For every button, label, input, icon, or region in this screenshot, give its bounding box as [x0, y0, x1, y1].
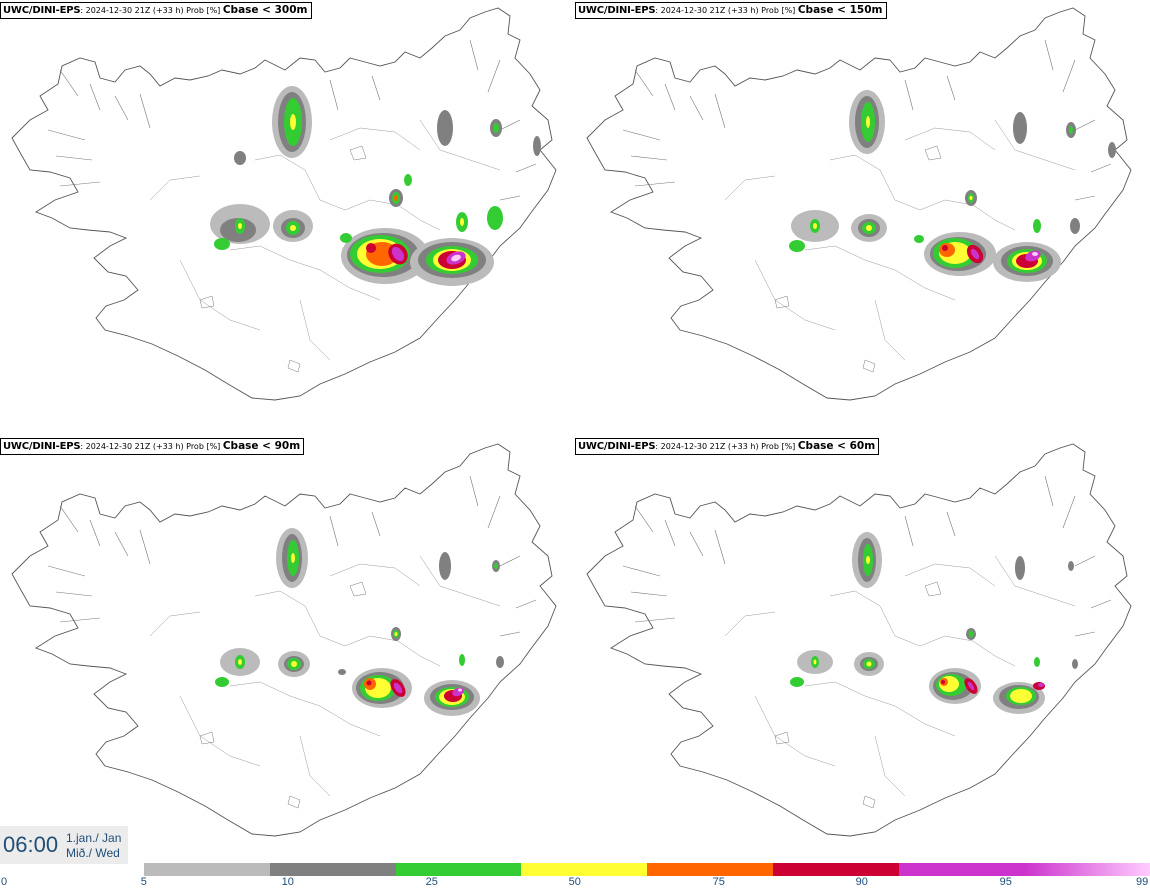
legend-swatch — [395, 863, 522, 876]
iceland-probability-map — [0, 436, 575, 872]
legend-tick-label: 50 — [568, 876, 581, 888]
iceland-probability-map — [575, 0, 1150, 436]
iceland-probability-map — [575, 436, 1150, 872]
valid-weekday: Mið./ Wed — [66, 846, 120, 860]
map-panel-60m: UWC/DINI-EPS: 2024-12-30 21Z (+33 h) Pro… — [575, 436, 1150, 872]
panel-title: UWC/DINI-EPS: 2024-12-30 21Z (+33 h) Pro… — [0, 2, 312, 19]
legend-tick-label: 95 — [999, 876, 1012, 888]
legend-swatch — [1024, 863, 1150, 876]
legend-tick-label: 0 — [1, 876, 8, 888]
valid-time: 06:00 — [3, 832, 59, 857]
valid-date: 1.jan./ Jan — [66, 831, 122, 845]
legend-tick-label: 90 — [855, 876, 868, 888]
legend-swatch — [772, 863, 899, 876]
iceland-probability-map — [0, 0, 575, 436]
legend-swatch — [647, 863, 773, 876]
legend-tick-label: 5 — [140, 876, 147, 888]
map-panel-150m: UWC/DINI-EPS: 2024-12-30 21Z (+33 h) Pro… — [575, 0, 1150, 436]
legend-swatch — [269, 863, 396, 876]
legend-swatch — [521, 863, 647, 876]
legend-tick-label: 75 — [712, 876, 725, 888]
panel-title: UWC/DINI-EPS: 2024-12-30 21Z (+33 h) Pro… — [0, 438, 305, 455]
map-panel-90m: UWC/DINI-EPS: 2024-12-30 21Z (+33 h) Pro… — [0, 436, 575, 872]
probability-color-legend — [144, 863, 1150, 876]
panel-title: UWC/DINI-EPS: 2024-12-30 21Z (+33 h) Pro… — [575, 2, 887, 19]
legend-tick-label: 25 — [425, 876, 438, 888]
legend-tick-label: 10 — [281, 876, 294, 888]
map-panel-300m: UWC/DINI-EPS: 2024-12-30 21Z (+33 h) Pro… — [0, 0, 575, 436]
legend-ticks: 0 5 10 25 50 75 90 95 99 — [0, 876, 1150, 891]
valid-time-box: 06:00 1.jan./ Jan Mið./ Wed — [0, 826, 128, 864]
legend-tick-label: 99 — [1136, 876, 1149, 888]
legend-swatch — [144, 863, 270, 876]
legend-swatch — [898, 863, 1025, 876]
panel-title: UWC/DINI-EPS: 2024-12-30 21Z (+33 h) Pro… — [575, 438, 880, 455]
